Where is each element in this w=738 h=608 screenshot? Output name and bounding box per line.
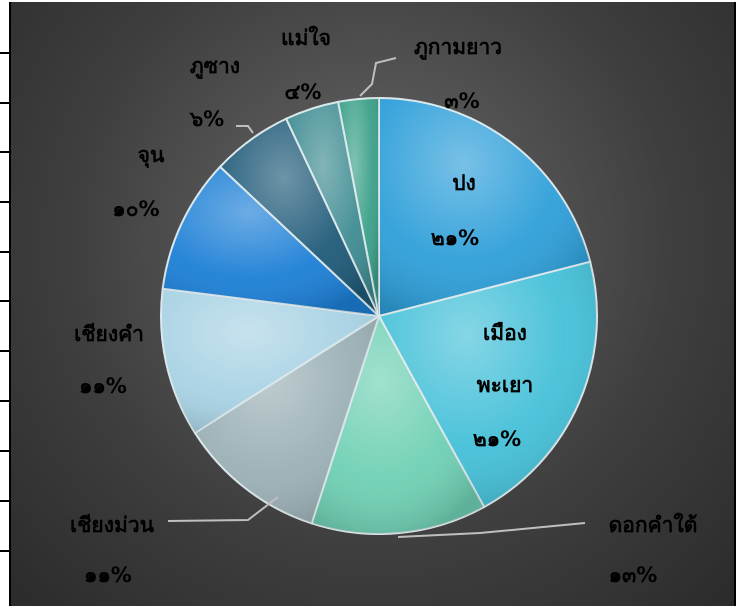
pie-slice-shine bbox=[286, 101, 379, 316]
pie-slice-shine bbox=[220, 118, 379, 316]
left-tick bbox=[0, 300, 9, 302]
pie-slice-shine bbox=[161, 288, 379, 433]
slice-percent-label: ๒๑% bbox=[473, 427, 521, 451]
slice-percent-label: ๓% bbox=[444, 89, 479, 113]
slice-name-label: ภูซาง bbox=[190, 54, 240, 80]
pie-slice-shine bbox=[311, 316, 485, 534]
slice-name-label: ปง bbox=[452, 171, 476, 195]
left-tick bbox=[0, 151, 9, 153]
slice-percent-label: ๔% bbox=[285, 80, 322, 104]
slice-name-label: เมือง bbox=[483, 321, 527, 345]
leader-line bbox=[167, 496, 279, 522]
pie-slice-shine bbox=[379, 261, 597, 508]
slice-name-label: พะเยา bbox=[477, 373, 533, 397]
left-tick bbox=[0, 251, 9, 253]
left-tick bbox=[0, 400, 9, 402]
leader-line bbox=[397, 522, 586, 538]
leader-line bbox=[359, 57, 397, 97]
left-tick bbox=[0, 52, 9, 54]
pie-slice-shine bbox=[379, 98, 591, 316]
pie-slice-shine bbox=[338, 98, 379, 316]
slice-percent-label: ๑๓% bbox=[609, 563, 658, 587]
slice-name-label: ดอกคำใต้ bbox=[609, 512, 698, 537]
slice-name-label: เชียงม่วน bbox=[70, 513, 155, 537]
left-tick bbox=[0, 500, 9, 502]
slice-percent-label: ๑๑% bbox=[84, 563, 132, 587]
slice-name-label: จุน bbox=[138, 143, 165, 169]
left-tick bbox=[0, 350, 9, 352]
slice-percent-label: ๑๐% bbox=[112, 197, 159, 221]
slice-name-label: เชียงคำ bbox=[74, 322, 144, 346]
slice-percent-label: ๑๑% bbox=[79, 374, 127, 398]
pie-slice-shine bbox=[162, 166, 379, 316]
slice-name-label: แม่ใจ bbox=[281, 25, 331, 50]
left-tick bbox=[0, 102, 9, 104]
slice-percent-label: ๒๑% bbox=[431, 226, 479, 250]
slice-percent-label: ๖% bbox=[189, 107, 224, 131]
pie-slice-shine bbox=[194, 316, 379, 524]
left-tick bbox=[0, 450, 9, 452]
left-tick bbox=[0, 201, 9, 203]
left-tick bbox=[0, 550, 9, 552]
slice-name-label: ภูกามยาว bbox=[414, 35, 502, 61]
leader-line bbox=[236, 125, 254, 134]
